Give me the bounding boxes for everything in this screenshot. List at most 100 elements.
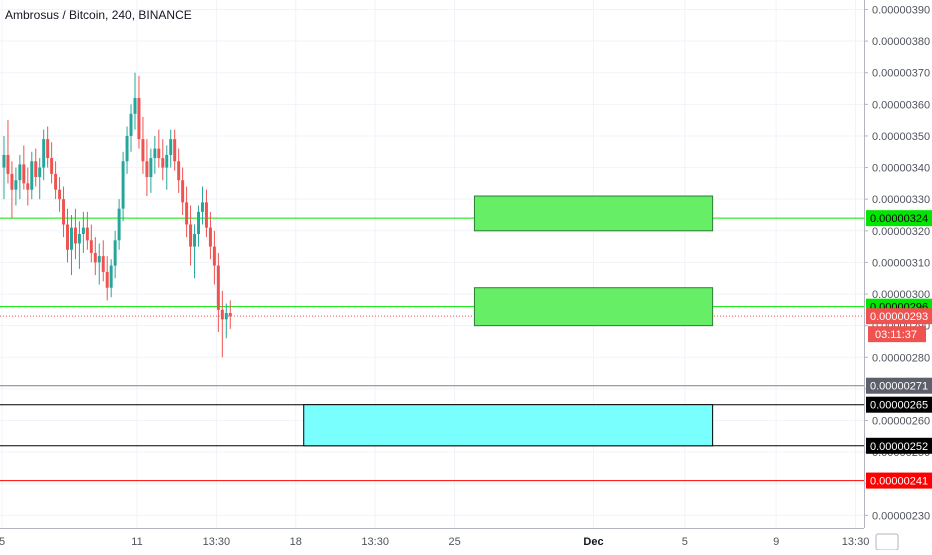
candle bbox=[161, 139, 164, 180]
candle-body bbox=[177, 161, 180, 180]
candle-body bbox=[173, 139, 176, 161]
price-tick-label: 0.00000370 bbox=[872, 68, 930, 80]
candle bbox=[201, 187, 204, 225]
candle-body bbox=[110, 266, 113, 288]
price-label-text: 0.00000293 bbox=[870, 311, 928, 323]
candle-body bbox=[46, 139, 49, 158]
candle-body bbox=[22, 164, 25, 183]
price-label-text: 0.00000324 bbox=[870, 213, 928, 225]
candle-body bbox=[58, 190, 61, 199]
candle-body bbox=[38, 168, 41, 177]
candle bbox=[94, 237, 97, 275]
candle bbox=[26, 168, 29, 206]
candle-body bbox=[102, 256, 105, 272]
candle bbox=[229, 300, 232, 328]
candle bbox=[70, 215, 73, 275]
candle bbox=[118, 199, 121, 250]
price-tick-label: 0.00000390 bbox=[872, 4, 930, 16]
price-tick-label: 0.00000330 bbox=[872, 194, 930, 206]
candle-body bbox=[66, 224, 69, 249]
price-tick-label: 0.00000280 bbox=[872, 352, 930, 364]
candle bbox=[54, 161, 57, 199]
candle bbox=[98, 243, 101, 284]
time-tick-label: 5 bbox=[0, 536, 5, 548]
candle-body bbox=[205, 202, 208, 227]
time-tick-label: 5 bbox=[682, 536, 688, 548]
countdown-text: 03:11:37 bbox=[875, 329, 917, 341]
time-tick-label: 25 bbox=[448, 536, 460, 548]
candle bbox=[38, 158, 41, 199]
candle bbox=[205, 190, 208, 237]
candle bbox=[181, 168, 184, 215]
candle-body bbox=[6, 155, 9, 174]
time-tick-label: Dec bbox=[583, 536, 603, 548]
candle bbox=[6, 120, 9, 183]
price-axis bbox=[864, 0, 932, 550]
candle-body bbox=[126, 136, 129, 161]
candle-body bbox=[134, 98, 137, 114]
candle-body bbox=[82, 228, 85, 234]
candle bbox=[141, 117, 144, 174]
price-tick-label: 0.00000340 bbox=[872, 163, 930, 175]
price-label-text: 0.00000265 bbox=[870, 400, 928, 412]
price-label-text: 0.00000271 bbox=[870, 381, 928, 393]
candle-body bbox=[130, 114, 133, 136]
candle bbox=[22, 145, 25, 189]
candle bbox=[185, 187, 188, 238]
candle bbox=[169, 130, 172, 168]
zone-rectangle bbox=[474, 288, 712, 326]
candle bbox=[86, 212, 89, 250]
candle-body bbox=[225, 313, 228, 319]
candle-body bbox=[217, 266, 220, 310]
candle-body bbox=[145, 161, 148, 177]
candle-body bbox=[86, 228, 89, 241]
candle-body bbox=[18, 164, 21, 180]
candle-body bbox=[141, 139, 144, 161]
candle bbox=[157, 130, 160, 168]
candle-body bbox=[181, 180, 184, 202]
candle bbox=[213, 231, 216, 285]
price-label-text: 0.00000252 bbox=[870, 441, 928, 453]
price-tick-label: 0.00000260 bbox=[872, 416, 930, 428]
candle-body bbox=[30, 161, 33, 189]
price-tick-label: 0.00000310 bbox=[872, 257, 930, 269]
candle bbox=[30, 152, 33, 199]
candle bbox=[102, 240, 105, 281]
candle-body bbox=[197, 212, 200, 234]
candle-body bbox=[78, 234, 81, 243]
candle-body bbox=[193, 234, 196, 247]
candle-body bbox=[62, 199, 65, 224]
candle-body bbox=[54, 174, 57, 190]
candle bbox=[189, 206, 192, 266]
candle bbox=[177, 149, 180, 193]
candle-body bbox=[114, 240, 117, 265]
time-tick-label: 13:30 bbox=[203, 536, 231, 548]
candle-body bbox=[137, 98, 140, 139]
candle bbox=[114, 231, 117, 278]
price-tick-label: 0.00000320 bbox=[872, 226, 930, 238]
candle bbox=[225, 304, 228, 339]
axis-settings-button[interactable] bbox=[876, 534, 898, 550]
time-tick-label: 13:30 bbox=[842, 536, 870, 548]
candle-body bbox=[209, 228, 212, 247]
candle-body bbox=[221, 310, 224, 319]
candle bbox=[110, 259, 113, 297]
candle bbox=[18, 155, 21, 199]
candle-body bbox=[90, 240, 93, 253]
candle bbox=[42, 130, 45, 181]
candle-body bbox=[42, 139, 45, 167]
candle bbox=[122, 152, 125, 222]
candle bbox=[134, 73, 137, 130]
time-tick-label: 13:30 bbox=[361, 536, 389, 548]
candle-body bbox=[50, 158, 53, 174]
candle bbox=[137, 76, 140, 149]
candle-body bbox=[118, 209, 121, 241]
candle-body bbox=[74, 228, 77, 244]
candle-body bbox=[213, 247, 216, 266]
candle bbox=[74, 209, 77, 260]
candle bbox=[58, 177, 61, 212]
candle bbox=[126, 126, 129, 173]
candle bbox=[153, 136, 156, 174]
